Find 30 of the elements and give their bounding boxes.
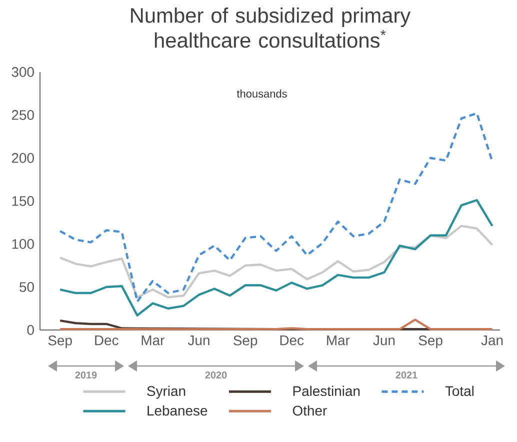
x-tick-label: Dec [95, 336, 118, 346]
line-series [58, 199, 494, 316]
x-tick-label: Jun [373, 336, 395, 346]
text: 2019 [75, 371, 97, 379]
legend-label: Other [292, 405, 327, 416]
y-tick-label: 50 [20, 282, 34, 292]
x-tick-label: Jun [188, 336, 210, 346]
line-series [58, 224, 494, 298]
text: thousands [236, 90, 287, 98]
x-tick-label: Sep [48, 336, 72, 348]
legend-label: Total [445, 386, 474, 396]
legend-label: Syrian [147, 386, 186, 399]
x-tick-label: Sep [234, 336, 258, 348]
x-tick-label: Jan [481, 336, 503, 346]
x-tick-label: Mar [142, 336, 164, 346]
y-tick-label: 150 [12, 196, 34, 206]
line-series [58, 112, 494, 303]
chart-title: Number of subsidized primary healthcare consultations$^{*}$ [131, 8, 411, 48]
legend-label: Lebanese [148, 405, 208, 416]
y-tick-label: 250 [12, 110, 34, 120]
text: 2020 [205, 371, 227, 379]
text: 2021 [396, 371, 418, 379]
x-tick-label: Sep [418, 336, 442, 348]
y-tick-label: 0 [27, 325, 34, 335]
y-tick-label: 300 [12, 67, 34, 77]
y-tick-label: 100 [12, 239, 34, 249]
y-tick-label: 200 [12, 153, 34, 163]
legend-label: Palestinian [293, 386, 360, 396]
x-tick-label: Dec [280, 336, 304, 346]
x-tick-label: Mar [327, 336, 350, 346]
